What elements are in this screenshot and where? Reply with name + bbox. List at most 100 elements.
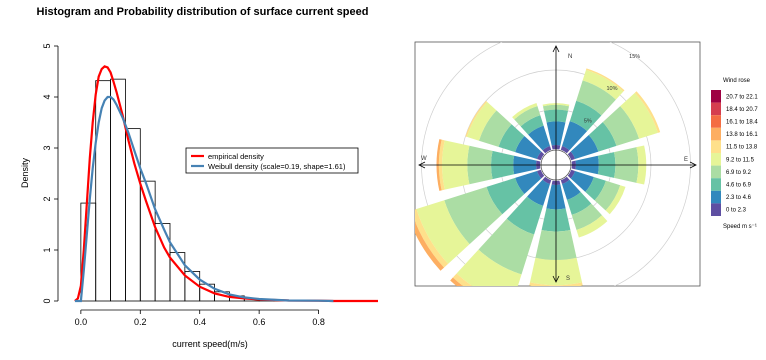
- rose-segment: [560, 176, 570, 185]
- south-arrow: [552, 275, 560, 283]
- y-tick-label: 3: [42, 145, 52, 150]
- legend-swatch: [711, 127, 721, 141]
- rose-segment: [452, 273, 473, 286]
- rose-segment: [436, 139, 442, 191]
- rose-plot: [415, 42, 697, 286]
- legend-label: 4.6 to 6.9: [726, 183, 752, 189]
- rose-segment: [594, 180, 621, 211]
- rose-segment: [529, 282, 583, 286]
- y-tick-label: 2: [42, 196, 52, 201]
- y-tick-label: 1: [42, 247, 52, 252]
- compass-label: W: [421, 156, 427, 162]
- compass-label: N: [568, 54, 572, 60]
- rose-segment: [506, 196, 544, 235]
- compass-label: S: [566, 276, 570, 282]
- rose-segment: [465, 100, 488, 137]
- legend-label: empirical density: [208, 152, 264, 161]
- west-arrow: [418, 161, 426, 169]
- rose-segment: [415, 209, 449, 268]
- legend-label: Weibull density (scale=0.19, shape=1.61): [208, 162, 346, 171]
- rose-segment: [416, 200, 470, 264]
- rose-segment: [456, 249, 522, 286]
- legend-label: 9.2 to 11.5: [726, 157, 755, 163]
- rose-segment: [514, 106, 541, 127]
- x-tick-label: 0.2: [134, 317, 147, 327]
- histogram-chart: 0 1 2 3 4 5 0.0 0.2 0.4 0.6 0.8 current speed(m/s) D…: [20, 43, 378, 349]
- rose-segment: [570, 134, 599, 160]
- rose-segment: [536, 169, 545, 179]
- weibull-density-line: [74, 95, 334, 303]
- rose-segment: [569, 100, 602, 132]
- legend-label: 13.8 to 16.1: [726, 132, 758, 138]
- ring-label: 10%: [606, 86, 617, 92]
- chart-title: Histogram and Probability distribution o…: [36, 6, 369, 18]
- rose-segment: [561, 179, 581, 200]
- rose-segment: [585, 68, 625, 92]
- legend-swatch: [711, 153, 721, 166]
- x-tick-label: 0.8: [312, 317, 325, 327]
- rose-segment: [585, 176, 606, 201]
- legend-swatch: [711, 90, 721, 103]
- rose-segment: [567, 169, 576, 179]
- legend-label: 16.1 to 18.4: [726, 120, 758, 126]
- legend-swatch: [711, 178, 721, 191]
- legend-swatch: [711, 203, 721, 216]
- x-axis-label: current speed(m/s): [172, 339, 248, 349]
- y-tick-label: 4: [42, 94, 52, 99]
- rose-segment: [560, 145, 570, 154]
- rose-segment: [450, 277, 464, 286]
- rose-segment: [486, 177, 525, 215]
- rose-segment: [566, 191, 592, 215]
- legend-label: 11.5 to 13.8: [726, 145, 758, 151]
- ring-label: 5%: [584, 119, 592, 125]
- rose-segment: [520, 115, 544, 135]
- rose-segment: [515, 136, 542, 160]
- legend-label: 6.9 to 9.2: [726, 170, 752, 176]
- rose-segment: [620, 92, 658, 139]
- rose-segment: [515, 170, 542, 194]
- rose-segment: [512, 103, 538, 120]
- rose-segment: [478, 110, 512, 147]
- legend-speed-label: Speed m s⁻¹: [723, 224, 757, 230]
- rose-segment: [605, 185, 626, 215]
- wind-rose-panel: N E S W 5% 10% 15% Wind rose 20.7 to 22.1 18.4 to…: [405, 0, 766, 355]
- ring-label: 15%: [629, 54, 640, 60]
- rose-segment: [561, 121, 588, 151]
- histogram-panel: Histogram and Probability distribution o…: [20, 6, 378, 349]
- north-arrow: [552, 45, 560, 53]
- legend-label: 18.4 to 20.7: [726, 107, 758, 113]
- y-tick-label: 0: [42, 298, 52, 303]
- legend-label: 20.7 to 22.1: [726, 94, 758, 100]
- legend-label: 0 to 2.3: [726, 208, 747, 214]
- x-tick-label: 0.6: [253, 317, 266, 327]
- rose-segment: [576, 215, 608, 238]
- legend-box: [185, 147, 359, 174]
- legend-swatch: [711, 190, 721, 204]
- rose-segment: [478, 218, 535, 275]
- rose-segment: [634, 91, 661, 133]
- rose-segment: [582, 69, 624, 100]
- compass-label: E: [684, 157, 688, 163]
- legend-title: Wind rose: [723, 78, 751, 84]
- histogram-bar: [110, 78, 126, 302]
- rose-segment: [588, 122, 617, 152]
- wind-rose-chart: N E S W 5% 10% 15% Wind rose 20.7 to 22.1 18.4 to…: [414, 41, 758, 287]
- rose-segment: [536, 151, 545, 161]
- rose-segment: [542, 176, 552, 185]
- legend-swatch: [711, 102, 721, 116]
- rose-segment: [570, 170, 594, 192]
- rose-segment: [576, 80, 616, 116]
- rose-segment: [567, 151, 576, 161]
- histogram-bar: [139, 180, 156, 302]
- legend-swatch: [711, 140, 721, 153]
- rose-segment: [571, 203, 603, 230]
- rose-segment: [498, 124, 525, 153]
- rose-segment: [602, 106, 640, 146]
- rose-segment: [527, 179, 551, 206]
- y-tick-label: 5: [42, 43, 52, 48]
- histogram-bar: [95, 80, 111, 302]
- y-axis-label: Density: [20, 157, 30, 188]
- x-tick-label: 0.4: [193, 317, 206, 327]
- empirical-density-line: [74, 65, 378, 303]
- legend-label: 2.3 to 4.6: [726, 195, 752, 201]
